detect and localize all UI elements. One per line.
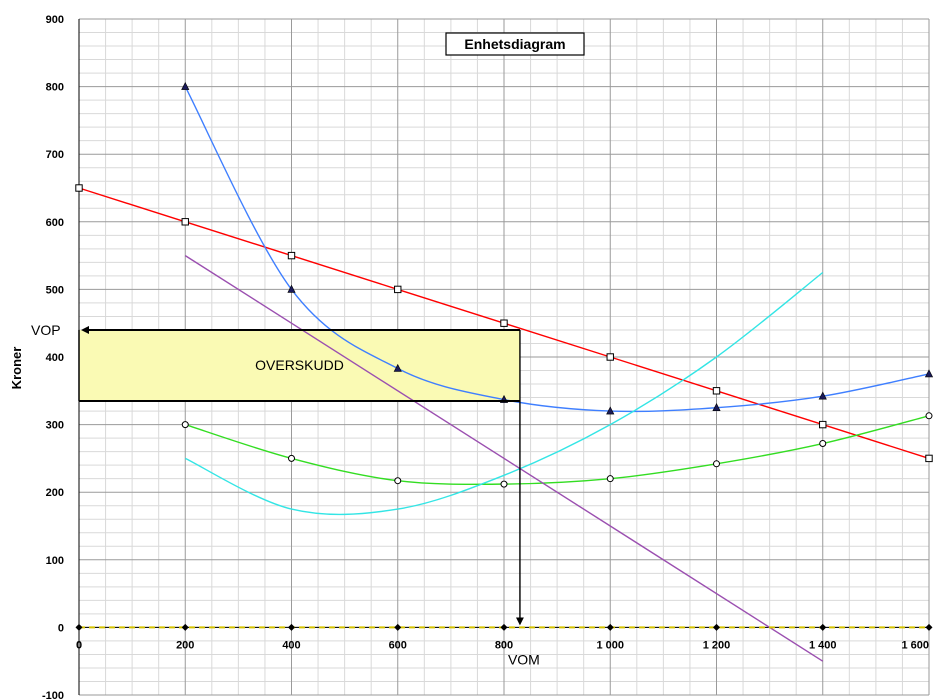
triangle-marker: [712, 403, 721, 412]
square-marker: [606, 353, 614, 361]
square-marker: [500, 319, 508, 327]
triangle-marker: [924, 369, 934, 378]
y-tick-label: 300: [46, 420, 64, 432]
y-tick-label: 700: [46, 149, 64, 161]
chart-title-frame: [445, 32, 585, 56]
circle-marker: [288, 454, 295, 462]
x-tick-label: 600: [389, 639, 407, 651]
x-tick-labels: 0 200 400 600 800 1 000 1 200 1 400 1 600: [76, 639, 929, 651]
y-tick-label: -100: [42, 690, 64, 699]
diamond-marker: [394, 623, 402, 631]
square-marker: [819, 420, 827, 429]
chart-title-box: Enhetsdiagram: [445, 32, 585, 56]
profit-label: OVERSKUDD: [255, 357, 344, 373]
diamond-marker: [606, 623, 614, 631]
circle-marker: [500, 480, 508, 488]
diamond-marker: [181, 623, 189, 631]
y-tick-label: 400: [46, 352, 64, 364]
diamond-marker: [288, 623, 295, 631]
triangle-marker: [393, 363, 402, 372]
circle-marker: [181, 421, 189, 429]
triangle-marker: [181, 81, 190, 90]
y-tick-label: 100: [46, 555, 64, 567]
diamond-marker: [75, 623, 83, 631]
circle-marker: [713, 460, 720, 468]
vop-label: VOP: [31, 322, 61, 338]
x-tick-label: 1 000: [596, 639, 624, 651]
x-tick-label: 1 400: [809, 639, 837, 651]
diamond-marker: [500, 623, 508, 631]
annotation-layer: VOP VOM OVERSKUDD: [31, 322, 540, 667]
y-tick-label: 900: [46, 14, 64, 26]
circle-marker: [819, 440, 827, 448]
circle-marker: [606, 475, 614, 483]
square-marker: [181, 218, 189, 226]
triangle-marker: [606, 406, 615, 415]
y-tick-label: 200: [46, 487, 64, 499]
circle-marker: [925, 412, 933, 420]
series-line-3: [184, 271, 824, 516]
x-tick-label: 200: [176, 639, 194, 651]
y-tick-label: 500: [46, 284, 64, 296]
x-tick-label: 1 600: [901, 639, 929, 651]
series-line-2: [185, 415, 930, 486]
series-line-4: [184, 255, 824, 662]
y-tick-label: 0: [58, 622, 64, 634]
profit-box: [79, 329, 520, 401]
vom-label: VOM: [508, 651, 540, 667]
profit-area: [79, 329, 520, 401]
diamond-marker: [713, 623, 720, 631]
y-axis-title: Kroner: [9, 347, 24, 390]
y-tick-label: 800: [46, 82, 64, 94]
square-marker: [394, 285, 402, 294]
triangle-marker: [818, 391, 827, 400]
circle-marker: [394, 477, 402, 485]
square-marker: [75, 184, 83, 192]
x-tick-label: 400: [282, 639, 300, 651]
x-tick-label: 0: [76, 639, 82, 651]
series-line-1: [184, 86, 930, 413]
chart-title: Enhetsdiagram: [464, 36, 565, 52]
x-tick-label: 1 200: [703, 639, 731, 651]
triangle-marker: [287, 284, 296, 293]
diamond-marker: [925, 623, 933, 631]
square-marker: [925, 454, 933, 463]
y-tick-label: 600: [46, 217, 64, 229]
x-tick-label: 800: [495, 639, 513, 651]
square-marker: [287, 251, 296, 260]
diamond-marker: [819, 623, 827, 631]
y-tick-labels: -100 0 100 200 300 400 500 600 700 800 900: [42, 14, 64, 699]
square-marker: [712, 387, 721, 395]
